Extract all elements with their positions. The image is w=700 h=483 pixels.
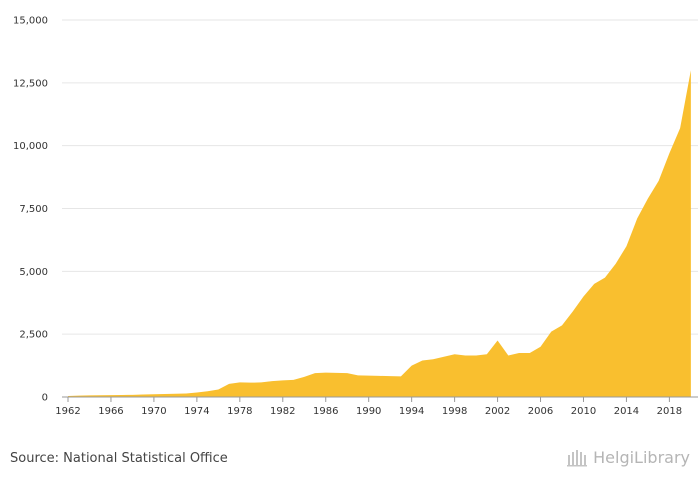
series-area <box>68 70 691 398</box>
x-tick-label: 2014 <box>614 406 639 417</box>
x-tick-label: 1962 <box>55 406 80 417</box>
x-tick-label: 1982 <box>270 406 295 417</box>
x-tick-label: 1998 <box>442 406 467 417</box>
x-tick-label: 1994 <box>399 406 424 417</box>
library-logo-icon <box>567 449 588 466</box>
footer: Source: National Statistical Office Helg… <box>0 430 700 483</box>
y-tick-label: 10,000 <box>13 141 48 152</box>
source-note: Source: National Statistical Office <box>10 451 228 466</box>
area-chart: 0 2,500 5,000 7,500 10,000 12,500 15,000 1962 19… <box>13 16 698 417</box>
brand-name: HelgiLibrary <box>593 448 690 467</box>
chart-area: 0 2,500 5,000 7,500 10,000 12,500 15,000 1962 19… <box>13 16 698 417</box>
y-tick-label: 5,000 <box>19 267 48 278</box>
x-tick-label: 2018 <box>657 406 682 417</box>
helgilibrary-logo: HelgiLibrary <box>567 448 690 467</box>
x-tick-label: 1978 <box>227 406 252 417</box>
x-tick-label: 2006 <box>528 406 553 417</box>
y-tick-label: 12,500 <box>13 78 48 89</box>
x-tick-label: 1990 <box>356 406 381 417</box>
x-tick-label: 1966 <box>98 406 123 417</box>
x-tick-label: 2002 <box>485 406 510 417</box>
y-tick-label: 15,000 <box>13 16 48 27</box>
x-tick-label: 1986 <box>313 406 338 417</box>
y-tick-label: 0 <box>42 393 48 404</box>
y-tick-label: 7,500 <box>19 204 48 215</box>
x-tick-label: 1970 <box>141 406 166 417</box>
x-tick-label: 2010 <box>571 406 596 417</box>
y-tick-label: 2,500 <box>19 330 48 341</box>
x-tick-label: 1974 <box>184 406 209 417</box>
